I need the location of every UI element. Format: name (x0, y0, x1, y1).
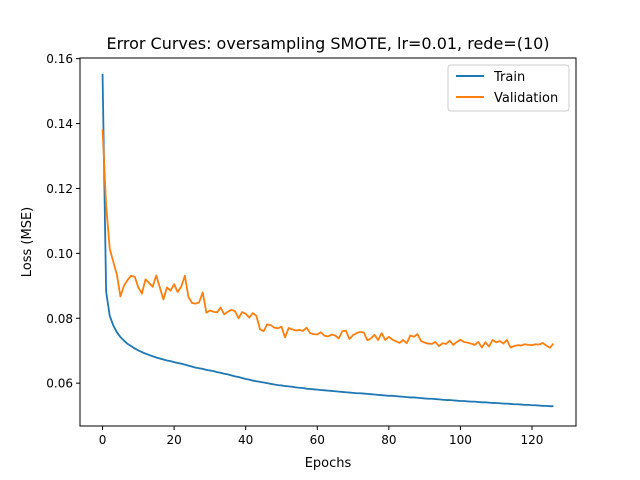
x-axis: 0 20 40 60 80 100 120 (99, 426, 544, 447)
y-tick-label: 0.06 (46, 377, 73, 391)
x-tick-label: 60 (310, 433, 325, 447)
y-tick-label: 0.14 (46, 117, 73, 131)
y-tick-label: 0.16 (46, 52, 73, 66)
x-tick-label: 20 (166, 433, 181, 447)
series-line-train (101, 73, 554, 408)
legend-label-validation: Validation (494, 91, 558, 106)
y-axis: 0.06 0.08 0.10 0.12 0.14 0.16 (46, 52, 80, 391)
x-tick-label: 40 (238, 433, 253, 447)
y-axis-label: Loss (MSE) (20, 207, 35, 277)
y-tick-label: 0.10 (46, 247, 73, 261)
legend-label-train: Train (493, 70, 525, 85)
x-axis-label: Epochs (305, 456, 352, 471)
x-tick-label: 120 (521, 433, 544, 447)
legend: Train Validation (447, 64, 570, 112)
plot-frame (79, 57, 577, 427)
x-tick-label: 80 (381, 433, 396, 447)
y-tick-label: 0.12 (46, 182, 73, 196)
chart-title: Error Curves: oversampling SMOTE, lr=0.0… (106, 34, 549, 53)
y-tick-label: 0.08 (46, 312, 73, 326)
series-line-validation (101, 129, 555, 349)
x-tick-label: 0 (99, 433, 107, 447)
plot-area (79, 57, 577, 427)
x-tick-label: 100 (449, 433, 472, 447)
